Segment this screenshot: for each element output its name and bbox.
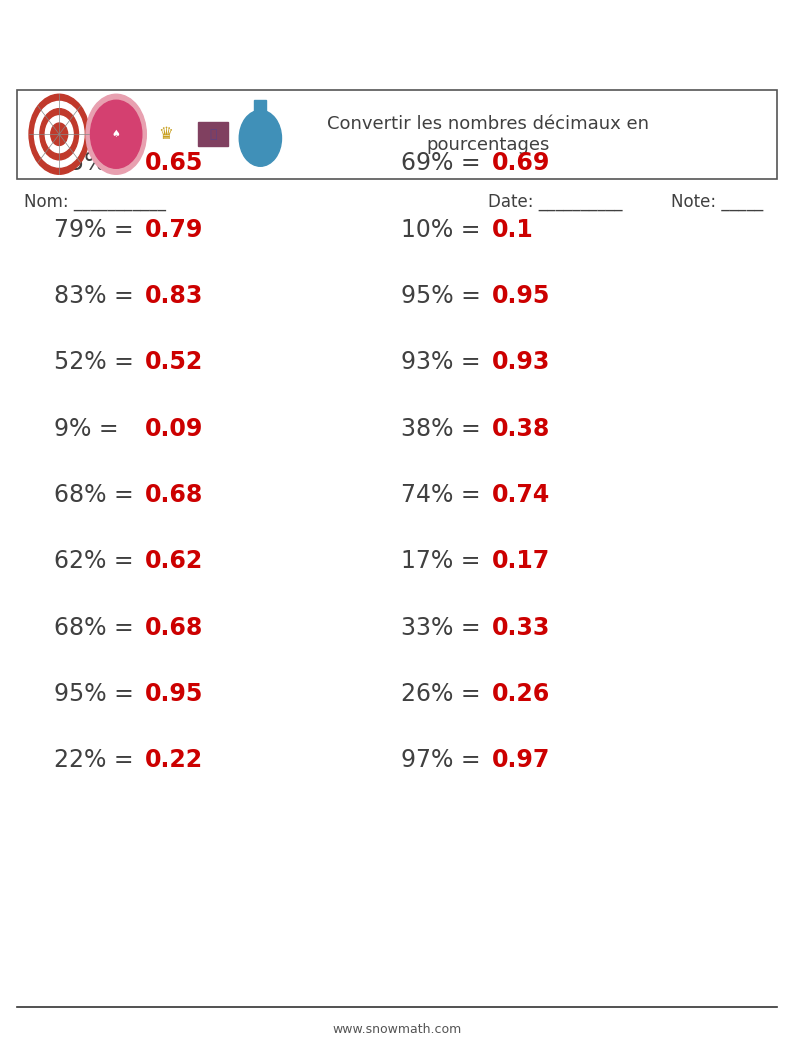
Text: 9% =: 9% = — [54, 417, 126, 440]
Text: 0.65: 0.65 — [145, 152, 204, 175]
Text: 0.33: 0.33 — [492, 616, 551, 639]
Text: 0.26: 0.26 — [492, 682, 550, 706]
Text: Note: _____: Note: _____ — [671, 193, 763, 212]
Text: 52% =: 52% = — [54, 351, 141, 374]
Text: 97% =: 97% = — [401, 749, 488, 772]
Text: 0.52: 0.52 — [145, 351, 203, 374]
Text: 0.22: 0.22 — [145, 749, 203, 772]
Text: 22% =: 22% = — [54, 749, 141, 772]
Text: 0.68: 0.68 — [145, 616, 204, 639]
Text: 68% =: 68% = — [54, 483, 141, 506]
Circle shape — [51, 123, 67, 145]
Circle shape — [91, 100, 142, 168]
Text: 0.93: 0.93 — [492, 351, 551, 374]
Text: ♛: ♛ — [158, 125, 173, 143]
Text: 10% =: 10% = — [401, 218, 488, 241]
Text: 79% =: 79% = — [54, 218, 141, 241]
Text: 83% =: 83% = — [54, 284, 141, 307]
Text: 65% =: 65% = — [54, 152, 141, 175]
Text: Date: __________: Date: __________ — [488, 193, 622, 212]
Text: 0.09: 0.09 — [145, 417, 204, 440]
Text: 0.38: 0.38 — [492, 417, 551, 440]
Circle shape — [29, 94, 90, 174]
Text: 0.79: 0.79 — [145, 218, 204, 241]
Text: 69% =: 69% = — [401, 152, 488, 175]
Circle shape — [34, 101, 84, 167]
Text: 0.83: 0.83 — [145, 284, 204, 307]
Text: 68% =: 68% = — [54, 616, 141, 639]
Text: ♠: ♠ — [112, 130, 121, 139]
Text: 33% =: 33% = — [401, 616, 488, 639]
Text: 0.68: 0.68 — [145, 483, 204, 506]
Text: www.snowmath.com: www.snowmath.com — [333, 1024, 461, 1036]
Bar — [254, 100, 267, 114]
Text: 🔧: 🔧 — [210, 127, 217, 141]
Text: Nom: ___________: Nom: ___________ — [24, 193, 166, 212]
Text: 95% =: 95% = — [401, 284, 488, 307]
Text: 0.97: 0.97 — [492, 749, 551, 772]
Bar — [17, 90, 777, 179]
Text: 17% =: 17% = — [401, 550, 488, 573]
Text: 74% =: 74% = — [401, 483, 488, 506]
Text: 95% =: 95% = — [54, 682, 141, 706]
Text: 62% =: 62% = — [54, 550, 141, 573]
Text: 93% =: 93% = — [401, 351, 488, 374]
Text: Convertir les nombres décimaux en
pourcentages: Convertir les nombres décimaux en pource… — [327, 115, 649, 154]
Text: 0.1: 0.1 — [492, 218, 534, 241]
Text: 0.62: 0.62 — [145, 550, 203, 573]
Circle shape — [40, 108, 79, 160]
Text: 0.17: 0.17 — [492, 550, 550, 573]
Text: 0.74: 0.74 — [492, 483, 550, 506]
Circle shape — [45, 116, 73, 153]
Text: 38% =: 38% = — [401, 417, 488, 440]
Circle shape — [86, 94, 146, 174]
Text: 0.95: 0.95 — [145, 682, 204, 706]
Circle shape — [239, 111, 282, 166]
Text: 0.95: 0.95 — [492, 284, 551, 307]
Text: 0.69: 0.69 — [492, 152, 551, 175]
Text: 26% =: 26% = — [401, 682, 488, 706]
Bar — [198, 122, 229, 146]
